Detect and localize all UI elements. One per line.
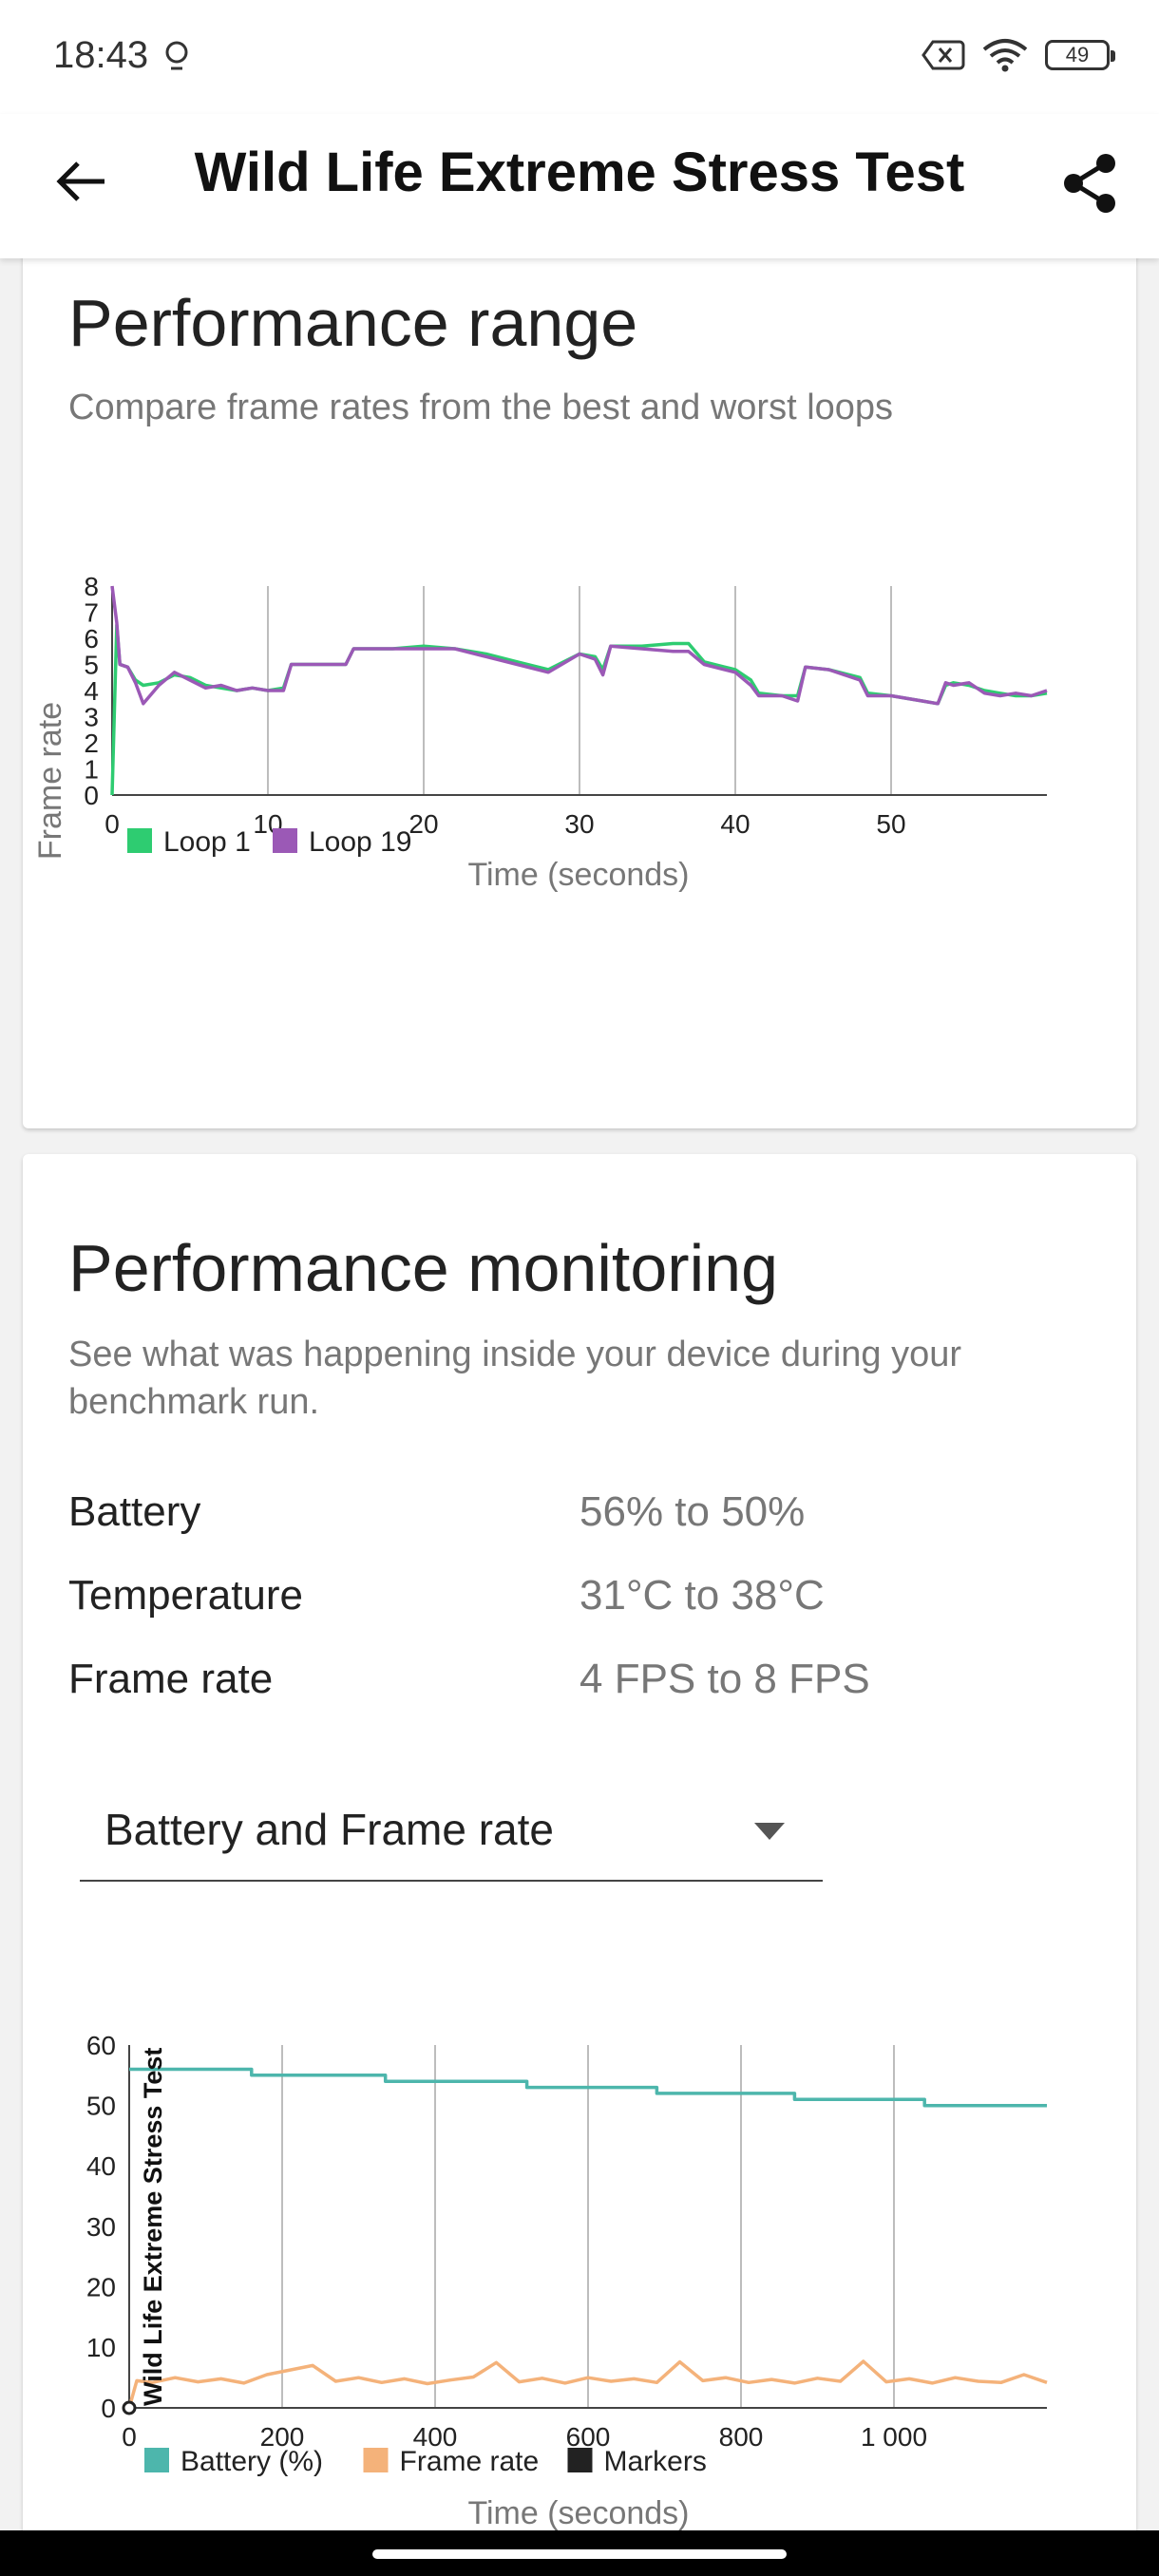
y-tick-label: 8 bbox=[84, 572, 99, 601]
share-icon[interactable] bbox=[1056, 150, 1123, 217]
metric-value: 31°C to 38°C bbox=[580, 1572, 825, 1619]
metrics-list: Battery 56% to 50% Temperature 31°C to 3… bbox=[68, 1488, 1113, 1739]
dropdown-triangle-icon bbox=[754, 1823, 785, 1840]
wifi-icon bbox=[982, 39, 1028, 72]
status-bar: 18:43 49 bbox=[0, 0, 1159, 114]
series-line-1 bbox=[127, 2359, 1048, 2409]
metric-label: Battery bbox=[68, 1488, 201, 1535]
metric-value: 56% to 50% bbox=[580, 1488, 806, 1535]
y-tick-label: 3 bbox=[84, 702, 99, 731]
y-tick-label: 0 bbox=[84, 781, 99, 810]
legend-swatch bbox=[363, 2448, 389, 2472]
home-gesture-handle[interactable] bbox=[372, 2549, 787, 2559]
x-tick-label: 50 bbox=[876, 809, 905, 839]
x-tick-label: 200 bbox=[260, 2422, 305, 2452]
performance-range-subtitle: Compare frame rates from the best and wo… bbox=[68, 388, 894, 427]
legend-label: Loop 19 bbox=[309, 826, 411, 858]
x-tick-label: 0 bbox=[122, 2422, 137, 2452]
legend-label: Markers bbox=[604, 2446, 707, 2477]
x-tick-label: 1 000 bbox=[861, 2422, 927, 2452]
y-tick-label: 7 bbox=[84, 597, 99, 627]
y-tick-label: 4 bbox=[84, 676, 99, 706]
performance-monitoring-subtitle: See what was happening inside your devic… bbox=[68, 1335, 962, 1422]
legend-swatch bbox=[273, 828, 297, 853]
page-title: Wild Life Extreme Stress Test bbox=[194, 142, 965, 203]
series-line-1 bbox=[110, 585, 1048, 706]
y-tick-label: 10 bbox=[86, 2333, 116, 2362]
metric-temperature: Temperature 31°C to 38°C bbox=[68, 1572, 1113, 1656]
x-tick-label: 30 bbox=[564, 809, 594, 839]
performance-range-card: Performance range Compare frame rates fr… bbox=[23, 249, 1136, 1128]
metric-label: Frame rate bbox=[68, 1656, 274, 1702]
status-time: 18:43 bbox=[53, 34, 149, 76]
marker-label: Wild Life Extreme Stress Test bbox=[139, 2048, 167, 2406]
y-tick-label: 50 bbox=[86, 2091, 116, 2120]
app-bar: Wild Life Extreme Stress Test bbox=[0, 114, 1159, 258]
arrow-left-icon[interactable] bbox=[49, 150, 112, 213]
x-tick-label: 800 bbox=[719, 2422, 764, 2452]
legend-swatch bbox=[144, 2448, 169, 2472]
performance-monitoring-title: Performance monitoring bbox=[68, 1231, 778, 1305]
series-line-0 bbox=[129, 2067, 1047, 2108]
y-tick-label: 60 bbox=[86, 2031, 116, 2060]
y-tick-label: 30 bbox=[86, 2212, 116, 2242]
x-tick-label: 0 bbox=[104, 809, 120, 839]
x-axis-label: Time (seconds) bbox=[467, 2495, 689, 2531]
legend-label: Frame rate bbox=[400, 2446, 540, 2477]
legend-label: Battery (%) bbox=[180, 2446, 323, 2477]
x-axis-label: Time (seconds) bbox=[467, 857, 689, 893]
y-tick-label: 20 bbox=[86, 2272, 116, 2301]
y-tick-label: 1 bbox=[84, 754, 99, 784]
metric-value: 4 FPS to 8 FPS bbox=[580, 1656, 870, 1702]
legend-swatch bbox=[567, 2448, 593, 2472]
y-tick-label: 0 bbox=[101, 2394, 116, 2423]
y-tick-label: 40 bbox=[86, 2151, 116, 2181]
lens-icon bbox=[165, 41, 188, 70]
performance-range-title: Performance range bbox=[68, 286, 638, 360]
y-tick-label: 2 bbox=[84, 729, 99, 758]
y-axis-label: Frame rate bbox=[32, 702, 68, 860]
x-tick-label: 400 bbox=[413, 2422, 458, 2452]
x-tick-label: 600 bbox=[566, 2422, 611, 2452]
performance-monitoring-card: Performance monitoring See what was happ… bbox=[23, 1154, 1136, 2576]
metric-battery: Battery 56% to 50% bbox=[68, 1488, 1113, 1572]
performance-monitoring-chart: 0 200 400 600 800 1 000 0 10 20 30 40 50 60 Battery … bbox=[86, 2031, 1048, 2531]
dropdown-selected-value: Battery and Frame rate bbox=[104, 1805, 554, 1854]
metric-label: Temperature bbox=[68, 1572, 304, 1619]
no-sim-icon bbox=[922, 40, 965, 70]
chart-type-dropdown[interactable]: Battery and Frame rate bbox=[80, 1789, 823, 1882]
legend-swatch bbox=[127, 828, 152, 853]
y-tick-label: 6 bbox=[84, 624, 99, 653]
x-tick-label: 40 bbox=[720, 809, 750, 839]
battery-icon: 49 bbox=[1045, 40, 1115, 70]
navigation-bar bbox=[0, 2530, 1159, 2576]
x-tick-label: 20 bbox=[408, 809, 438, 839]
marker-point bbox=[122, 2400, 137, 2415]
metric-frame-rate: Frame rate 4 FPS to 8 FPS bbox=[68, 1656, 1113, 1739]
legend-label: Loop 1 bbox=[163, 826, 251, 858]
y-tick-label: 5 bbox=[84, 650, 99, 679]
